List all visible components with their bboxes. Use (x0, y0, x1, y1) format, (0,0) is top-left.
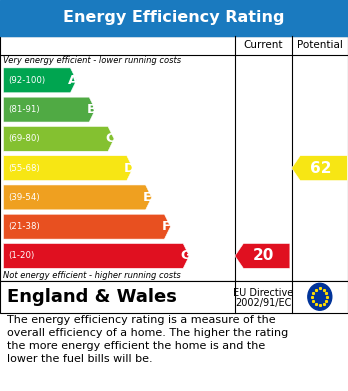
Text: Not energy efficient - higher running costs: Not energy efficient - higher running co… (3, 271, 181, 280)
Text: B: B (86, 103, 96, 116)
Polygon shape (3, 68, 77, 93)
Polygon shape (3, 97, 95, 122)
Text: Potential: Potential (297, 40, 343, 50)
Text: A: A (68, 74, 78, 87)
Polygon shape (3, 214, 171, 239)
Polygon shape (3, 156, 133, 181)
Text: G: G (180, 249, 191, 262)
Text: F: F (162, 220, 171, 233)
Text: (21-38): (21-38) (9, 222, 40, 231)
Polygon shape (3, 244, 189, 268)
Text: England & Wales: England & Wales (7, 288, 177, 306)
Text: 62: 62 (310, 161, 332, 176)
Text: EU Directive: EU Directive (233, 288, 293, 298)
Text: Energy Efficiency Rating: Energy Efficiency Rating (63, 11, 285, 25)
Text: (1-20): (1-20) (9, 251, 35, 260)
Polygon shape (3, 185, 152, 210)
Text: E: E (143, 191, 152, 204)
Text: D: D (124, 161, 135, 175)
Text: The energy efficiency rating is a measure of the
overall efficiency of a home. T: The energy efficiency rating is a measur… (7, 315, 288, 364)
Text: 20: 20 (253, 248, 274, 264)
Text: C: C (105, 133, 115, 145)
Text: (69-80): (69-80) (9, 135, 40, 143)
Text: Very energy efficient - lower running costs: Very energy efficient - lower running co… (3, 56, 182, 65)
Text: (55-68): (55-68) (9, 163, 40, 173)
Text: Current: Current (244, 40, 283, 50)
Polygon shape (3, 126, 114, 151)
Text: 2002/91/EC: 2002/91/EC (235, 298, 291, 308)
Polygon shape (292, 156, 347, 181)
Bar (0, 36, 348, 281)
Text: (81-91): (81-91) (9, 105, 40, 114)
Bar (0, 281, 348, 313)
Text: (39-54): (39-54) (9, 193, 40, 202)
Text: (92-100): (92-100) (9, 76, 46, 85)
Circle shape (308, 283, 332, 310)
Bar (0, 0, 348, 36)
Polygon shape (235, 244, 290, 268)
